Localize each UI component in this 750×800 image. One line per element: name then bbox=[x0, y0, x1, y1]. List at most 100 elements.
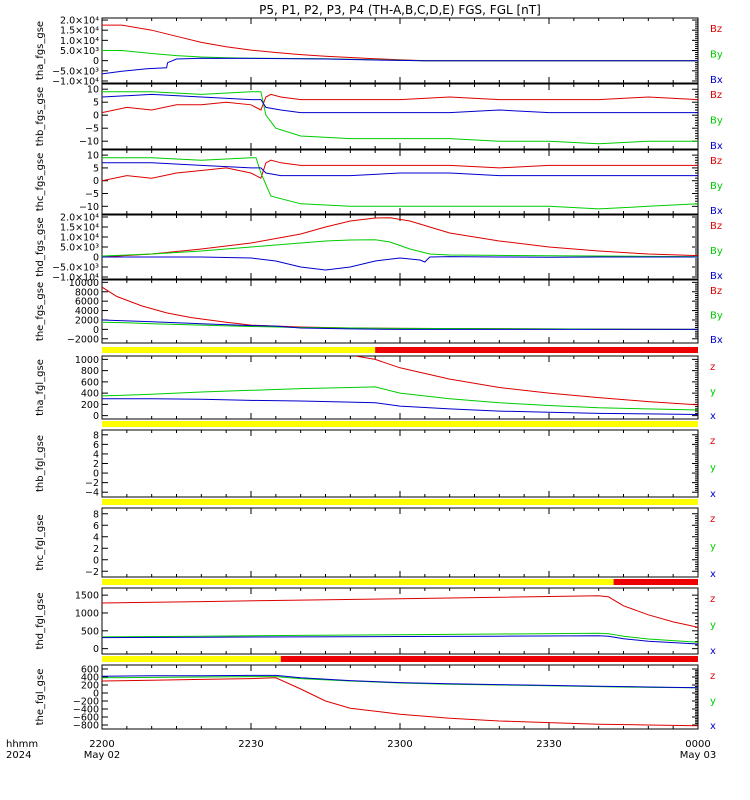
y-tick-label: −600 bbox=[73, 713, 99, 724]
panel-3: 105 0 −5 −10 thc_fgs_gse Bz By Bx bbox=[35, 149, 723, 217]
legend-label: By bbox=[710, 311, 723, 322]
series-line-x bbox=[102, 398, 698, 415]
y-tick-label: 0 bbox=[93, 689, 99, 700]
series-line-y bbox=[102, 50, 698, 62]
y-tick-label: 0 bbox=[93, 253, 99, 264]
panel-ylabel: tha_fgl_gse bbox=[35, 359, 46, 416]
y-tick-label: −10 bbox=[79, 202, 99, 213]
y-tick-label: −5.0×10³ bbox=[52, 66, 99, 77]
panel-frame bbox=[101, 279, 699, 344]
legend-label: Bz bbox=[710, 286, 722, 297]
chart-title: P5, P1, P2, P3, P4 (TH-A,B,C,D,E) FGS, F… bbox=[259, 3, 541, 17]
series-line-z bbox=[102, 159, 698, 182]
legend-label: Bz bbox=[710, 90, 722, 101]
y-tick-label: 10 bbox=[87, 151, 99, 162]
y-tick-label: −2 bbox=[85, 478, 99, 489]
y-tick-label: −800 bbox=[73, 721, 99, 732]
y-tick-label: −10 bbox=[79, 137, 99, 148]
legend-label: x bbox=[710, 411, 716, 422]
y-tick-label: 400 bbox=[81, 389, 99, 400]
y-tick-label: 1000 bbox=[75, 355, 99, 366]
legend-label: Bx bbox=[710, 141, 723, 152]
series-line-z bbox=[102, 595, 698, 628]
y-tick-label: 1500 bbox=[75, 591, 99, 602]
mode-bar-segment bbox=[102, 579, 614, 585]
series-line-z bbox=[355, 356, 698, 406]
x-tick-label: 2300 bbox=[387, 739, 412, 750]
series-line-x bbox=[102, 93, 698, 114]
panel-ylabel: thb_fgl_gse bbox=[35, 435, 46, 492]
panel-frame bbox=[101, 214, 699, 280]
legend-label: z bbox=[710, 362, 715, 373]
y-tick-label: 600 bbox=[81, 377, 99, 388]
x-row-label-1: hhmm bbox=[6, 739, 38, 750]
legend-label: Bz bbox=[710, 221, 722, 232]
series-line-y bbox=[102, 91, 698, 145]
legend-label: Bx bbox=[710, 335, 723, 346]
y-tick-label: −1.0×10⁴ bbox=[52, 76, 99, 87]
series-line-y bbox=[102, 321, 698, 330]
y-tick-label: 5.0×10³ bbox=[60, 243, 99, 254]
legend-label: Bx bbox=[710, 75, 723, 86]
legend-label: By bbox=[710, 181, 723, 192]
y-tick-label: 800 bbox=[81, 366, 99, 377]
legend-label: y bbox=[710, 696, 716, 707]
y-tick-label: 0 bbox=[93, 325, 99, 336]
legend-label: x bbox=[710, 646, 716, 657]
mode-bar-segment bbox=[102, 656, 281, 662]
legend-label: x bbox=[710, 721, 716, 732]
x-tick-label: 0000 bbox=[685, 739, 710, 750]
panel-ylabel: thd_fgs_gse bbox=[35, 217, 46, 276]
y-tick-label: 5 bbox=[93, 163, 99, 174]
legend-label: y bbox=[710, 542, 716, 553]
series-line-z bbox=[102, 677, 698, 727]
x-row-label-2: 2024 bbox=[6, 750, 31, 761]
y-tick-label: −5.0×10³ bbox=[52, 263, 99, 274]
legend-label: z bbox=[710, 594, 715, 605]
y-tick-label: 200 bbox=[81, 681, 99, 692]
y-tick-label: 0 bbox=[93, 644, 99, 655]
y-tick-label: 2000 bbox=[75, 315, 99, 326]
y-tick-label: 0 bbox=[93, 469, 99, 480]
series-line-y bbox=[102, 239, 698, 258]
legend-label: x bbox=[710, 569, 716, 580]
panel-ylabel: thd_fgl_gse bbox=[35, 593, 46, 650]
legend-label: y bbox=[710, 387, 716, 398]
panel-frame bbox=[101, 429, 699, 498]
panel-ylabel: the_fgs_gse bbox=[35, 282, 46, 341]
y-tick-label: 4 bbox=[93, 532, 99, 543]
mode-bar-segment bbox=[102, 347, 376, 353]
y-tick-label: 400 bbox=[81, 673, 99, 684]
panel-frame bbox=[101, 355, 699, 420]
y-tick-label: 0 bbox=[93, 111, 99, 122]
panel-4: 2.0×10⁴1.5×10⁴1.0×10⁴5.0×10³0−5.0×10³−1.… bbox=[35, 213, 723, 284]
series-line-y bbox=[102, 157, 698, 210]
legend-label: x bbox=[710, 489, 716, 500]
legend-label: By bbox=[710, 116, 723, 127]
y-tick-label: −1.0×10⁴ bbox=[52, 273, 99, 284]
y-tick-label: 0 bbox=[93, 411, 99, 422]
panel-frame bbox=[101, 507, 699, 578]
y-tick-label: 5.0×10³ bbox=[60, 46, 99, 57]
panel-1: 2.0×10⁴1.5×10⁴1.0×10⁴5.0×10³0−5.0×10³−1.… bbox=[35, 16, 723, 88]
y-tick-label: 2.0×10⁴ bbox=[60, 16, 99, 27]
legend-label: Bz bbox=[710, 156, 722, 167]
y-tick-label: 1.0×10⁴ bbox=[60, 233, 99, 244]
panel-frame bbox=[101, 664, 699, 730]
legend-label: y bbox=[710, 463, 716, 474]
mode-bar-segment bbox=[102, 421, 698, 427]
y-tick-label: 5 bbox=[93, 98, 99, 109]
y-tick-label: −5 bbox=[85, 189, 99, 200]
mode-bar-segment bbox=[375, 347, 698, 353]
y-tick-label: 6000 bbox=[75, 297, 99, 308]
panel-9: 1500 1000 500 0 thd_fgl_gse z y x bbox=[35, 579, 716, 657]
y-tick-label: 10000 bbox=[69, 278, 99, 289]
y-tick-label: 1.5×10⁴ bbox=[60, 26, 99, 37]
y-tick-label: 8000 bbox=[75, 287, 99, 298]
panel-ylabel: thb_fgs_gse bbox=[35, 87, 46, 146]
series-line-x bbox=[102, 674, 698, 689]
